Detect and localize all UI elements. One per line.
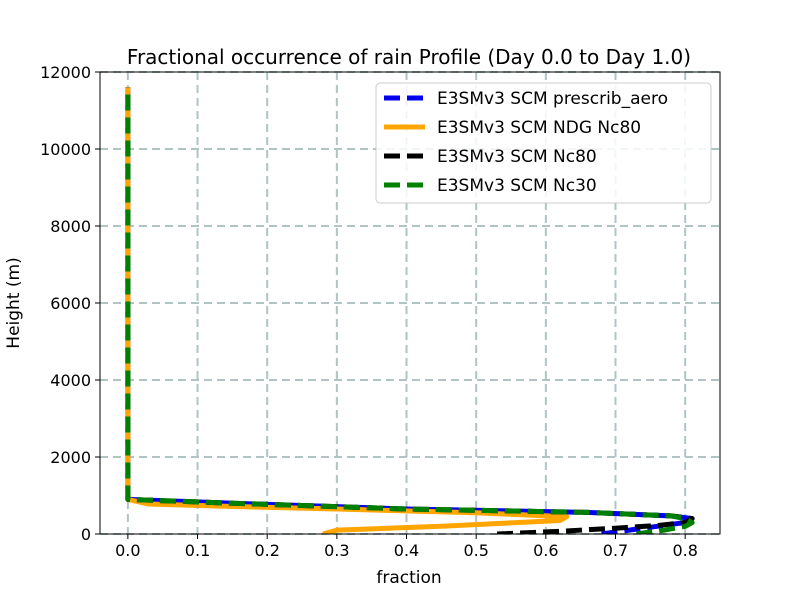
legend-label: E3SMv3 SCM prescrib_aero: [437, 89, 668, 109]
series-lines: [125, 87, 695, 534]
x-tick-label: 0.2: [254, 541, 279, 560]
y-tick-label: 4000: [50, 371, 91, 390]
x-axis-label: fraction: [376, 568, 441, 588]
x-axis-ticks: 0.0 0.1 0.2 0.3 0.4 0.5 0.6 0.7 0.8: [115, 534, 698, 560]
legend-box: [375, 82, 712, 204]
x-tick-label: 0.3: [324, 541, 349, 560]
legend-label: E3SMv3 SCM Nc80: [437, 147, 597, 167]
series-line-4: [125, 87, 695, 534]
y-tick-label: 6000: [50, 294, 91, 313]
x-tick-label: 0.6: [533, 541, 558, 560]
x-tick-label: 0.5: [463, 541, 488, 560]
legend: E3SMv3 SCM prescrib_aero E3SMv3 SCM NDG N…: [375, 82, 712, 204]
x-tick-label: 0.8: [672, 541, 697, 560]
y-tick-label: 12000: [40, 63, 91, 82]
x-tick-label: 0.7: [603, 541, 628, 560]
y-axis-label: Height (m): [4, 257, 24, 348]
chart-title: Fractional occurrence of rain Profile (D…: [127, 45, 691, 69]
y-tick-label: 10000: [40, 140, 91, 159]
y-tick-label: 8000: [50, 217, 91, 236]
y-tick-label: 2000: [50, 448, 91, 467]
x-tick-label: 0.4: [394, 541, 419, 560]
x-tick-label: 0.1: [185, 541, 210, 560]
legend-label: E3SMv3 SCM NDG Nc80: [437, 118, 641, 138]
y-axis-ticks: 0 2000 4000 6000 8000 10000 12000: [40, 63, 100, 544]
x-tick-label: 0.0: [115, 541, 140, 560]
y-tick-label: 0: [81, 525, 91, 544]
series-line-2: [125, 87, 570, 534]
legend-label: E3SMv3 SCM Nc30: [437, 176, 597, 196]
